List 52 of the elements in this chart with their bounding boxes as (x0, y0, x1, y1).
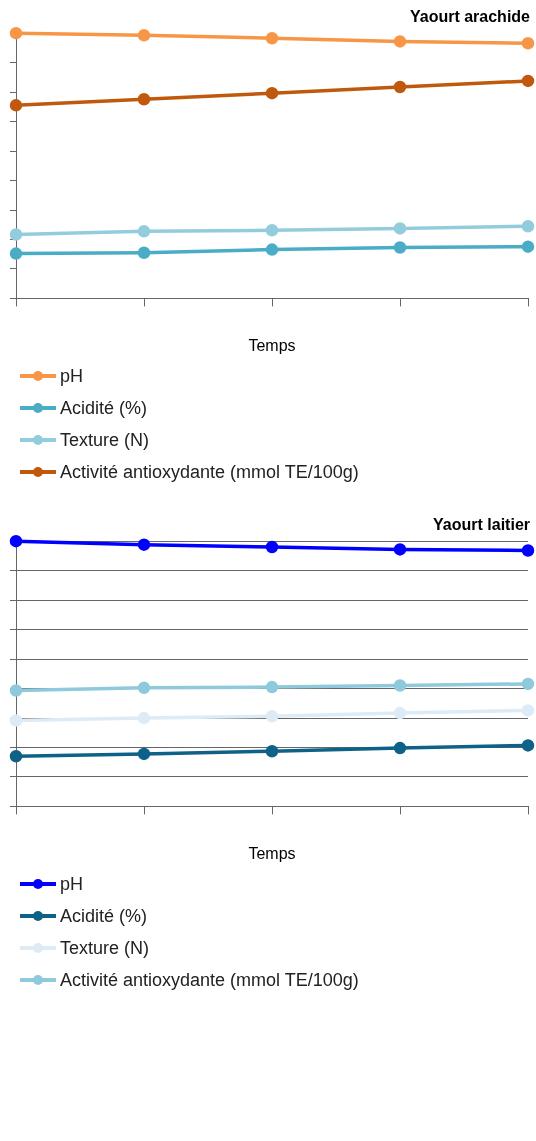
point (9, 534, 23, 548)
point (393, 679, 407, 692)
point (9, 26, 23, 40)
point (9, 714, 23, 727)
legend-label: Texture (N) (60, 429, 150, 451)
legend-label: Acidité (%) (60, 905, 148, 927)
point (393, 80, 407, 94)
point (521, 220, 535, 233)
point (137, 711, 151, 725)
point (521, 240, 535, 253)
point (9, 99, 23, 112)
point (393, 741, 407, 755)
point (521, 74, 535, 88)
point (521, 37, 535, 50)
point (265, 540, 279, 554)
legend-label: Acidité (%) (60, 397, 148, 419)
legend-label: Texture (N) (60, 937, 150, 959)
point (137, 92, 151, 106)
legend-label: pH (60, 873, 84, 895)
point (137, 29, 151, 42)
point (265, 744, 279, 758)
point (393, 241, 407, 254)
point (265, 709, 279, 723)
point (9, 750, 23, 763)
point (393, 543, 407, 556)
legend-label: Activité antioxydante (mmol TE/100g) (60, 969, 359, 991)
point (9, 228, 23, 241)
point (9, 684, 23, 697)
point (521, 704, 535, 717)
point (265, 223, 279, 237)
point (137, 225, 151, 238)
point (265, 31, 279, 45)
point (521, 739, 535, 752)
point (265, 86, 279, 100)
point (265, 680, 279, 694)
chart-title: Yaourt arachide (409, 8, 531, 26)
point (137, 538, 151, 551)
x-axis-title: Temps (248, 336, 296, 354)
legend-label: pH (60, 365, 84, 387)
legend-label: Activité antioxydante (mmol TE/100g) (60, 461, 359, 483)
point (521, 677, 535, 691)
point (137, 747, 151, 761)
point (137, 246, 151, 260)
point (9, 247, 23, 260)
point (265, 243, 279, 256)
point (521, 544, 535, 557)
point (393, 706, 407, 720)
point (137, 681, 151, 695)
point (393, 35, 407, 48)
point (393, 222, 407, 235)
x-axis-title: Temps (248, 844, 296, 862)
chart-title: Yaourt laitier (433, 516, 530, 534)
